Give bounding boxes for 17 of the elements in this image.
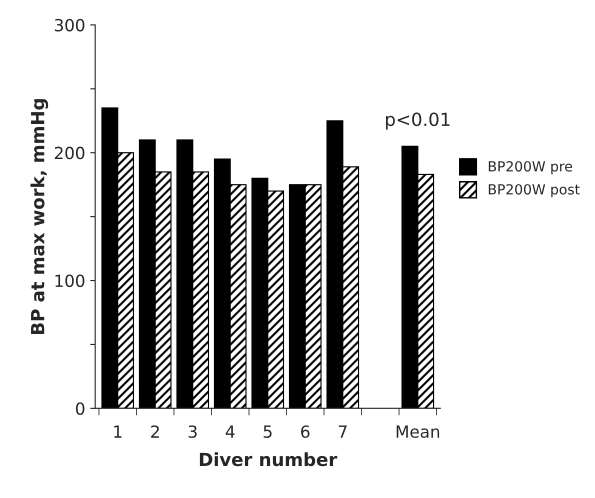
x-tick-label: 4 [226,426,235,438]
x-tick-label: 2 [151,425,159,438]
x-tick-label: 7 [338,426,347,438]
x-tick-label: 6 [301,425,310,438]
y-tick-label: 0 [76,402,84,415]
legend-label: BP200W post [488,184,580,198]
x-axis-title: Diver number [200,452,338,466]
legend-label: BP200W pre [488,161,572,174]
x-tick-label: Mean [396,426,440,438]
annotation: p<0.01 [386,112,450,130]
y-tick-label: 200 [54,146,84,160]
y-tick-label: 100 [55,274,84,288]
y-tick-label: 300 [54,18,84,32]
x-tick-label: 1 [114,426,122,438]
x-tick-label: 3 [188,425,197,438]
x-tick-label: 5 [264,426,272,438]
y-axis-title: BP at max work, mmHg [30,99,48,334]
